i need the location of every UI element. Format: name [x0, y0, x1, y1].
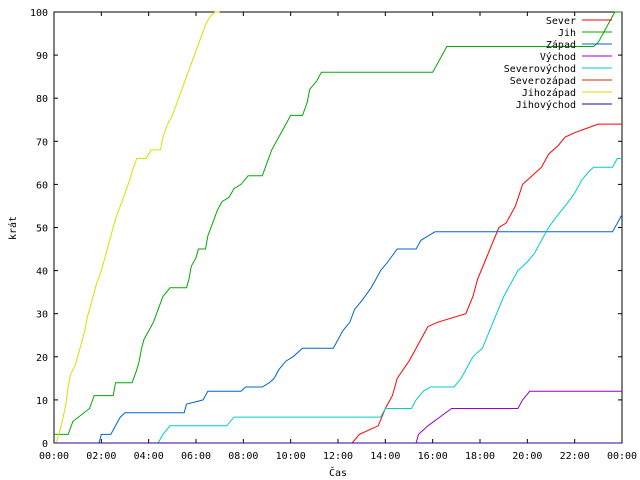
y-tick-label: 30: [36, 310, 48, 321]
y-tick-label: 40: [36, 267, 48, 278]
legend-label: Jih: [558, 28, 576, 39]
series-line-0: [351, 123, 622, 444]
legend-label: Severozápad: [510, 75, 576, 87]
y-axis-title: krát: [7, 216, 19, 240]
series-line-1: [54, 11, 622, 435]
legend: SeverJihZápadVýchodSeverovýchodSeverozáp…: [504, 16, 612, 111]
series-line-2: [98, 214, 623, 444]
x-tick-label: 00:00: [39, 451, 69, 462]
y-axis-ticks: 0 10 20 30 40 50 60 70 80 90 100: [30, 8, 622, 450]
legend-label: Sever: [546, 16, 576, 27]
x-tick-label: 12:00: [323, 451, 353, 462]
x-tick-label: 22:00: [560, 451, 590, 462]
x-tick-label: 20:00: [512, 451, 542, 462]
y-tick-label: 100: [30, 8, 48, 19]
y-tick-label: 60: [36, 180, 48, 191]
legend-label: Jihovýchod: [516, 99, 576, 111]
y-tick-label: 10: [36, 396, 48, 407]
x-tick-label: 04:00: [134, 451, 164, 462]
x-tick-label: 18:00: [465, 451, 495, 462]
x-tick-label: 10:00: [276, 451, 306, 462]
x-tick-label: 00:00: [607, 451, 637, 462]
y-tick-label: 90: [36, 51, 48, 62]
series-line-3: [415, 390, 622, 444]
x-tick-label: 16:00: [418, 451, 448, 462]
y-tick-label: 20: [36, 353, 48, 364]
legend-label: Severovýchod: [504, 63, 576, 75]
y-tick-label: 0: [42, 439, 48, 450]
y-tick-label: 50: [36, 224, 48, 235]
y-tick-label: 80: [36, 94, 48, 105]
legend-label: Jihozápad: [522, 87, 576, 99]
y-tick-label: 70: [36, 137, 48, 148]
x-tick-label: 06:00: [181, 451, 211, 462]
series-line-6: [55, 11, 220, 444]
x-tick-label: 08:00: [228, 451, 258, 462]
legend-label: Východ: [540, 51, 576, 63]
series-line-4: [157, 158, 622, 444]
x-axis-ticks: 00:00 02:00 04:00 06:00 08:00 10:00 12:00 14:00…: [39, 12, 637, 462]
x-tick-label: 02:00: [86, 451, 116, 462]
series-lines: [54, 11, 623, 444]
x-axis-title: Čas: [329, 466, 347, 479]
legend-label: Západ: [546, 39, 576, 51]
x-tick-label: 14:00: [370, 451, 400, 462]
